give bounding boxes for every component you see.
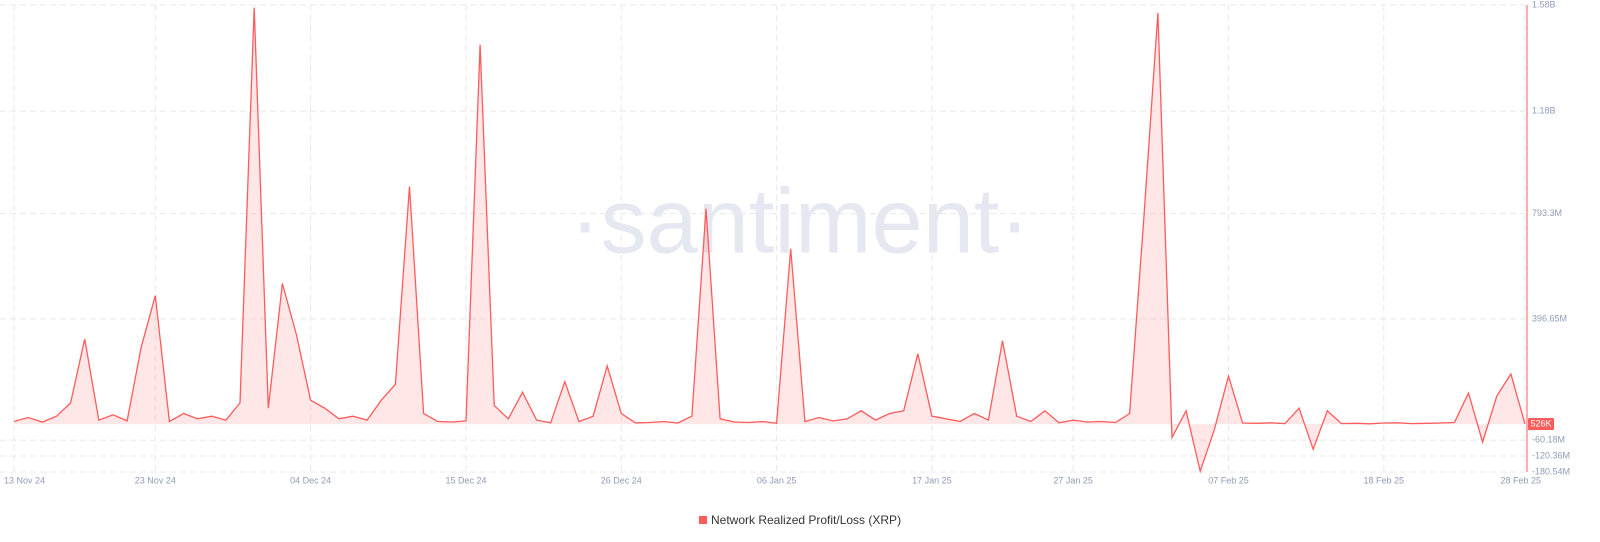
- x-tick-label: 06 Jan 25: [757, 475, 797, 485]
- y-tick-label: -180.54M: [1532, 466, 1570, 476]
- x-tick-label: 07 Feb 25: [1208, 475, 1249, 485]
- watermark: ·santiment·: [570, 170, 1030, 272]
- y-tick-label: -120.36M: [1532, 450, 1570, 460]
- y-tick-label: 1.58B: [1532, 0, 1556, 9]
- x-tick-label: 28 Feb 25: [1500, 475, 1541, 485]
- y-tick-label: 1.18B: [1532, 105, 1556, 115]
- x-tick-label: 17 Jan 25: [912, 475, 952, 485]
- area: [14, 7, 1526, 472]
- legend-label: Network Realized Profit/Loss (XRP): [711, 513, 901, 527]
- x-tick-label: 27 Jan 25: [1053, 475, 1093, 485]
- y-tick-label: -60.18M: [1532, 434, 1565, 444]
- x-tick-label: 15 Dec 24: [445, 475, 486, 485]
- grid: [0, 4, 1526, 473]
- current-value-badge: [1528, 417, 1554, 430]
- x-tick-label: 13 Nov 24: [4, 475, 45, 485]
- current-value-label: 526K: [1530, 418, 1551, 428]
- x-tick-label: 04 Dec 24: [290, 475, 331, 485]
- line: [13, 7, 1526, 474]
- legend-swatch: [699, 516, 707, 524]
- y-tick-label: 396.65M: [1532, 313, 1567, 323]
- y-tick-label: 793.3M: [1532, 208, 1562, 218]
- x-tick-label: 26 Dec 24: [601, 475, 642, 485]
- x-tick-label: 18 Feb 25: [1364, 475, 1405, 485]
- x-tick-label: 23 Nov 24: [135, 475, 176, 485]
- legend: Network Realized Profit/Loss (XRP): [699, 513, 901, 527]
